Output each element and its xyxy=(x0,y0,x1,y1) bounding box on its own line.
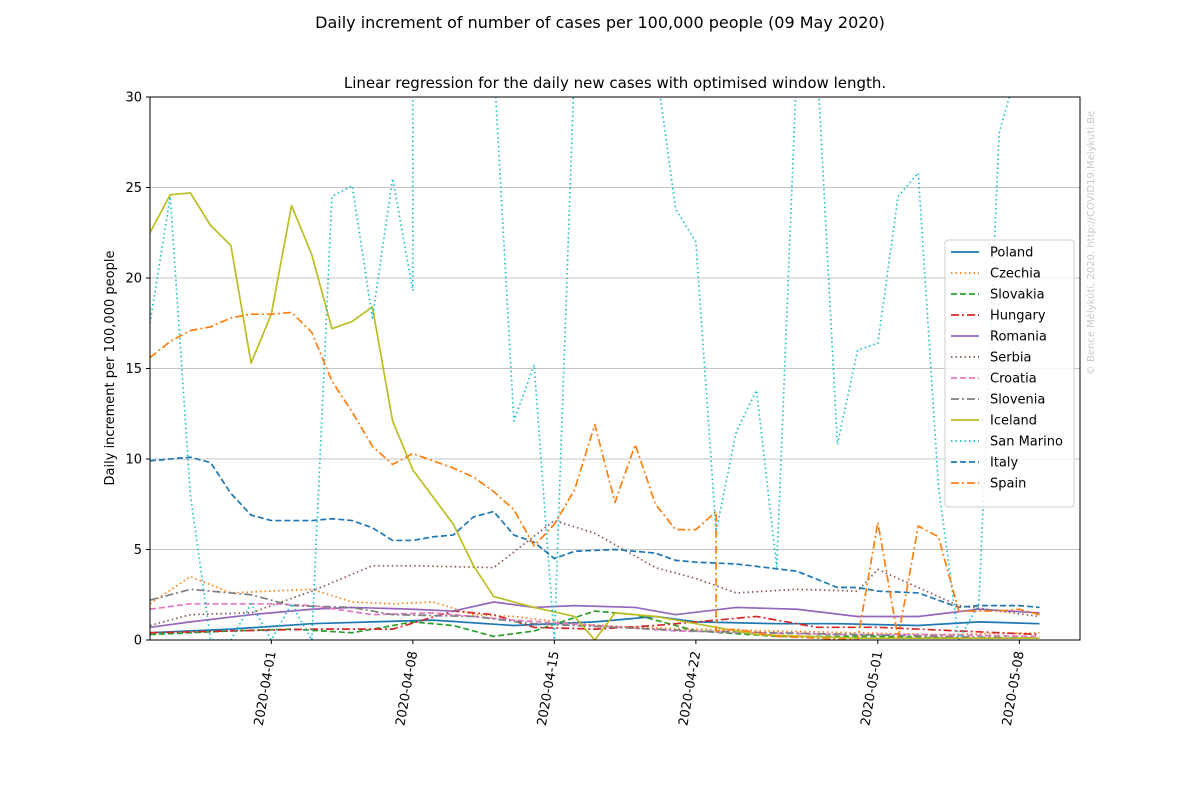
legend-label-italy: Italy xyxy=(990,456,1019,471)
series-line-romania xyxy=(150,601,1040,629)
y-tick-label: 20 xyxy=(125,272,142,287)
legend-label-hungary: Hungary xyxy=(990,309,1046,324)
legend-box xyxy=(944,239,1075,508)
legend-label-serbia: Serbia xyxy=(990,351,1031,366)
legend-label-croatia: Croatia xyxy=(990,372,1037,387)
series-line-iceland xyxy=(150,192,1040,640)
series-line-italy xyxy=(150,456,1040,609)
y-tick-label: 5 xyxy=(134,543,142,558)
chart-suptitle: Daily increment of number of cases per 1… xyxy=(315,13,885,32)
legend: Poland Czechia Slovakia Hungary Romania Serbi… xyxy=(944,239,1075,508)
y-tick-label: 0 xyxy=(134,634,142,649)
series-line-hungary xyxy=(150,610,1040,636)
legend-label-poland: Poland xyxy=(990,246,1033,261)
legend-label-slovenia: Slovenia xyxy=(990,393,1045,408)
copyright-watermark: © Bence Mélykúti, 2020. http://COVID19.M… xyxy=(1085,111,1097,375)
series-line-poland xyxy=(150,615,1040,634)
y-axis-label: Daily increment per 100,000 people xyxy=(103,251,118,486)
y-tick-label: 15 xyxy=(125,362,142,377)
y-tick-label: 10 xyxy=(125,453,142,468)
series-line-spain xyxy=(150,311,1040,640)
series-line-slovakia xyxy=(150,610,1040,640)
y-tick-label: 25 xyxy=(125,181,142,196)
legend-label-san-marino: San Marino xyxy=(990,435,1063,450)
series-lines xyxy=(150,97,1040,640)
legend-label-iceland: Iceland xyxy=(990,414,1037,429)
series-line-san-marino xyxy=(150,97,1011,640)
legend-label-romania: Romania xyxy=(990,330,1047,345)
legend-label-czechia: Czechia xyxy=(990,267,1041,282)
legend-label-slovakia: Slovakia xyxy=(990,288,1045,303)
chart-title: Linear regression for the daily new case… xyxy=(344,74,886,92)
y-axis-ticks: 0 5 10 15 20 25 30 xyxy=(125,91,150,649)
series-line-czechia xyxy=(150,575,1040,636)
series-line-slovenia xyxy=(150,588,1040,640)
legend-label-spain: Spain xyxy=(990,477,1026,492)
y-tick-label: 30 xyxy=(125,91,142,106)
